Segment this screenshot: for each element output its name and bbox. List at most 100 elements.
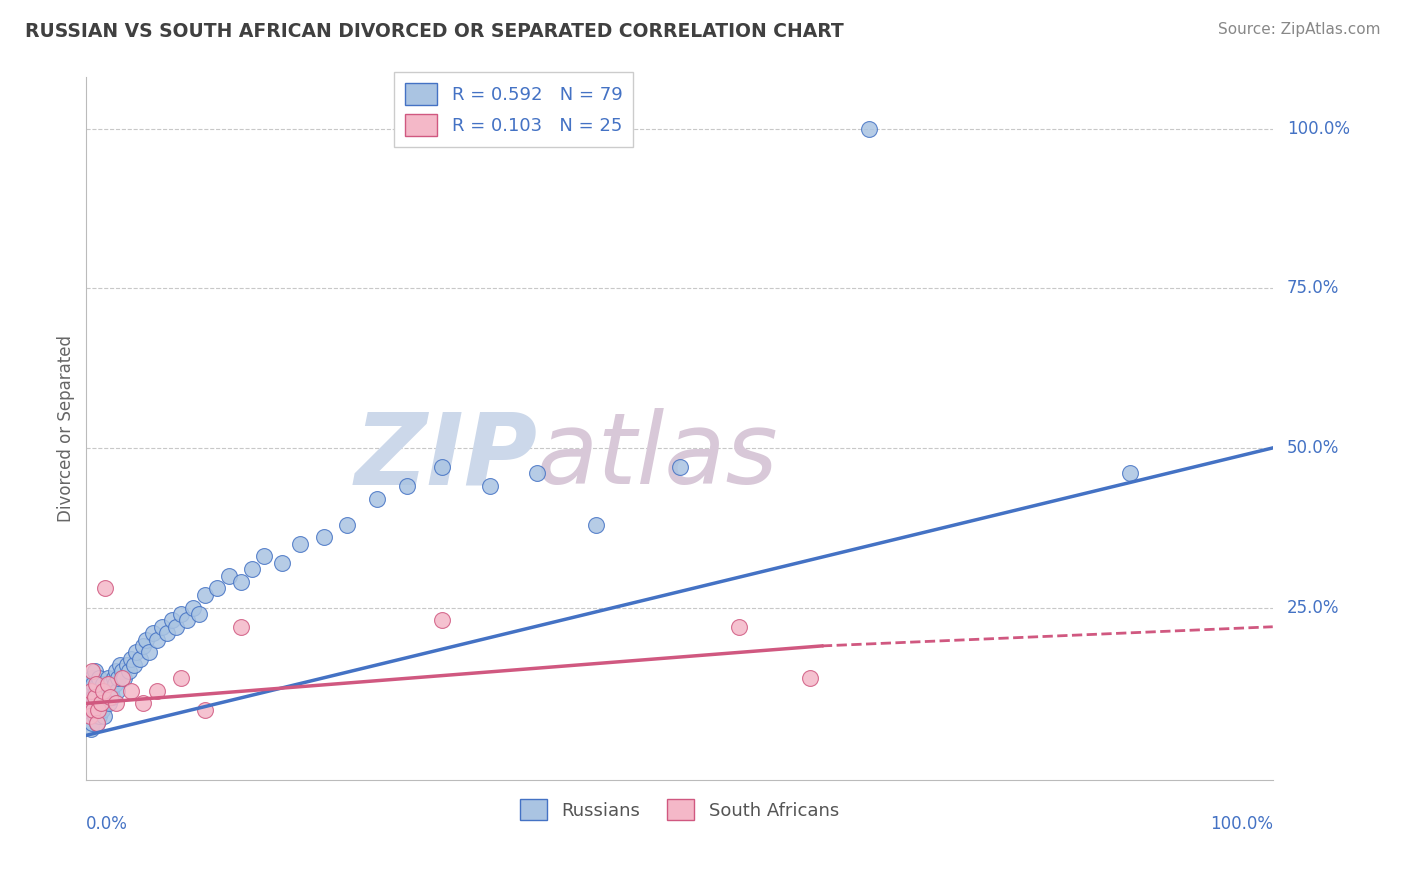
Point [91, 683, 114, 698]
Point [90, 690, 112, 704]
Point [82, 671, 104, 685]
Point [135, 632, 157, 647]
Point [100, 683, 122, 698]
Text: 75.0%: 75.0% [1286, 279, 1340, 297]
Point [103, 671, 125, 685]
Point [128, 651, 150, 665]
Point [395, 479, 418, 493]
Point [98, 690, 121, 704]
Point [97, 677, 120, 691]
Point [727, 620, 749, 634]
Point [93, 697, 115, 711]
Point [125, 645, 148, 659]
Point [115, 658, 138, 673]
Text: 50.0%: 50.0% [1286, 439, 1340, 457]
Legend: Russians, South Africans: Russians, South Africans [513, 792, 846, 827]
Point [112, 671, 135, 685]
Point [253, 549, 276, 564]
Point [138, 645, 160, 659]
Point [82, 690, 104, 704]
Text: 25.0%: 25.0% [1286, 599, 1340, 616]
Text: RUSSIAN VS SOUTH AFRICAN DIVORCED OR SEPARATED CORRELATION CHART: RUSSIAN VS SOUTH AFRICAN DIVORCED OR SEP… [25, 22, 844, 41]
Point [79, 709, 101, 723]
Point [218, 568, 240, 582]
Point [146, 683, 169, 698]
Point [156, 626, 179, 640]
Point [104, 697, 127, 711]
Point [170, 607, 193, 621]
Point [87, 677, 110, 691]
Point [111, 671, 134, 685]
Text: atlas: atlas [537, 409, 779, 506]
Point [104, 665, 127, 679]
Point [93, 709, 115, 723]
Point [89, 697, 111, 711]
Point [166, 620, 188, 634]
Point [188, 607, 211, 621]
Point [86, 703, 108, 717]
Point [181, 600, 204, 615]
Point [84, 683, 107, 698]
Point [107, 671, 129, 685]
Point [160, 613, 183, 627]
Point [229, 620, 252, 634]
Point [366, 491, 388, 506]
Point [120, 651, 142, 665]
Point [104, 677, 127, 691]
Point [84, 697, 107, 711]
Point [97, 697, 120, 711]
Point [86, 715, 108, 730]
Point [312, 530, 335, 544]
Point [336, 517, 359, 532]
Point [90, 703, 112, 717]
Point [194, 703, 217, 717]
Point [77, 697, 100, 711]
Point [478, 479, 501, 493]
Point [1119, 467, 1142, 481]
Y-axis label: Divorced or Separated: Divorced or Separated [58, 335, 75, 522]
Point [111, 665, 134, 679]
Point [271, 556, 294, 570]
Point [118, 665, 141, 679]
Point [89, 697, 111, 711]
Point [194, 588, 217, 602]
Point [585, 517, 607, 532]
Point [799, 671, 821, 685]
Text: 100.0%: 100.0% [1209, 815, 1272, 833]
Point [176, 613, 198, 627]
Point [91, 677, 114, 691]
Text: ZIP: ZIP [354, 409, 537, 506]
Point [242, 562, 264, 576]
Point [82, 715, 104, 730]
Point [142, 626, 165, 640]
Point [105, 683, 128, 698]
Point [89, 683, 111, 698]
Point [98, 677, 121, 691]
Text: Source: ZipAtlas.com: Source: ZipAtlas.com [1218, 22, 1381, 37]
Point [83, 709, 105, 723]
Point [668, 460, 690, 475]
Text: 100.0%: 100.0% [1286, 120, 1350, 137]
Point [80, 683, 103, 698]
Point [288, 537, 311, 551]
Point [84, 677, 107, 691]
Point [146, 632, 169, 647]
Point [96, 690, 118, 704]
Point [229, 575, 252, 590]
Point [97, 671, 120, 685]
Point [132, 639, 155, 653]
Point [94, 683, 117, 698]
Point [82, 703, 104, 717]
Point [80, 722, 103, 736]
Point [87, 690, 110, 704]
Point [120, 683, 142, 698]
Point [82, 665, 104, 679]
Point [79, 697, 101, 711]
Point [77, 709, 100, 723]
Text: 0.0%: 0.0% [86, 815, 128, 833]
Point [101, 690, 124, 704]
Point [89, 709, 111, 723]
Point [82, 703, 104, 717]
Point [82, 677, 104, 691]
Point [858, 121, 880, 136]
